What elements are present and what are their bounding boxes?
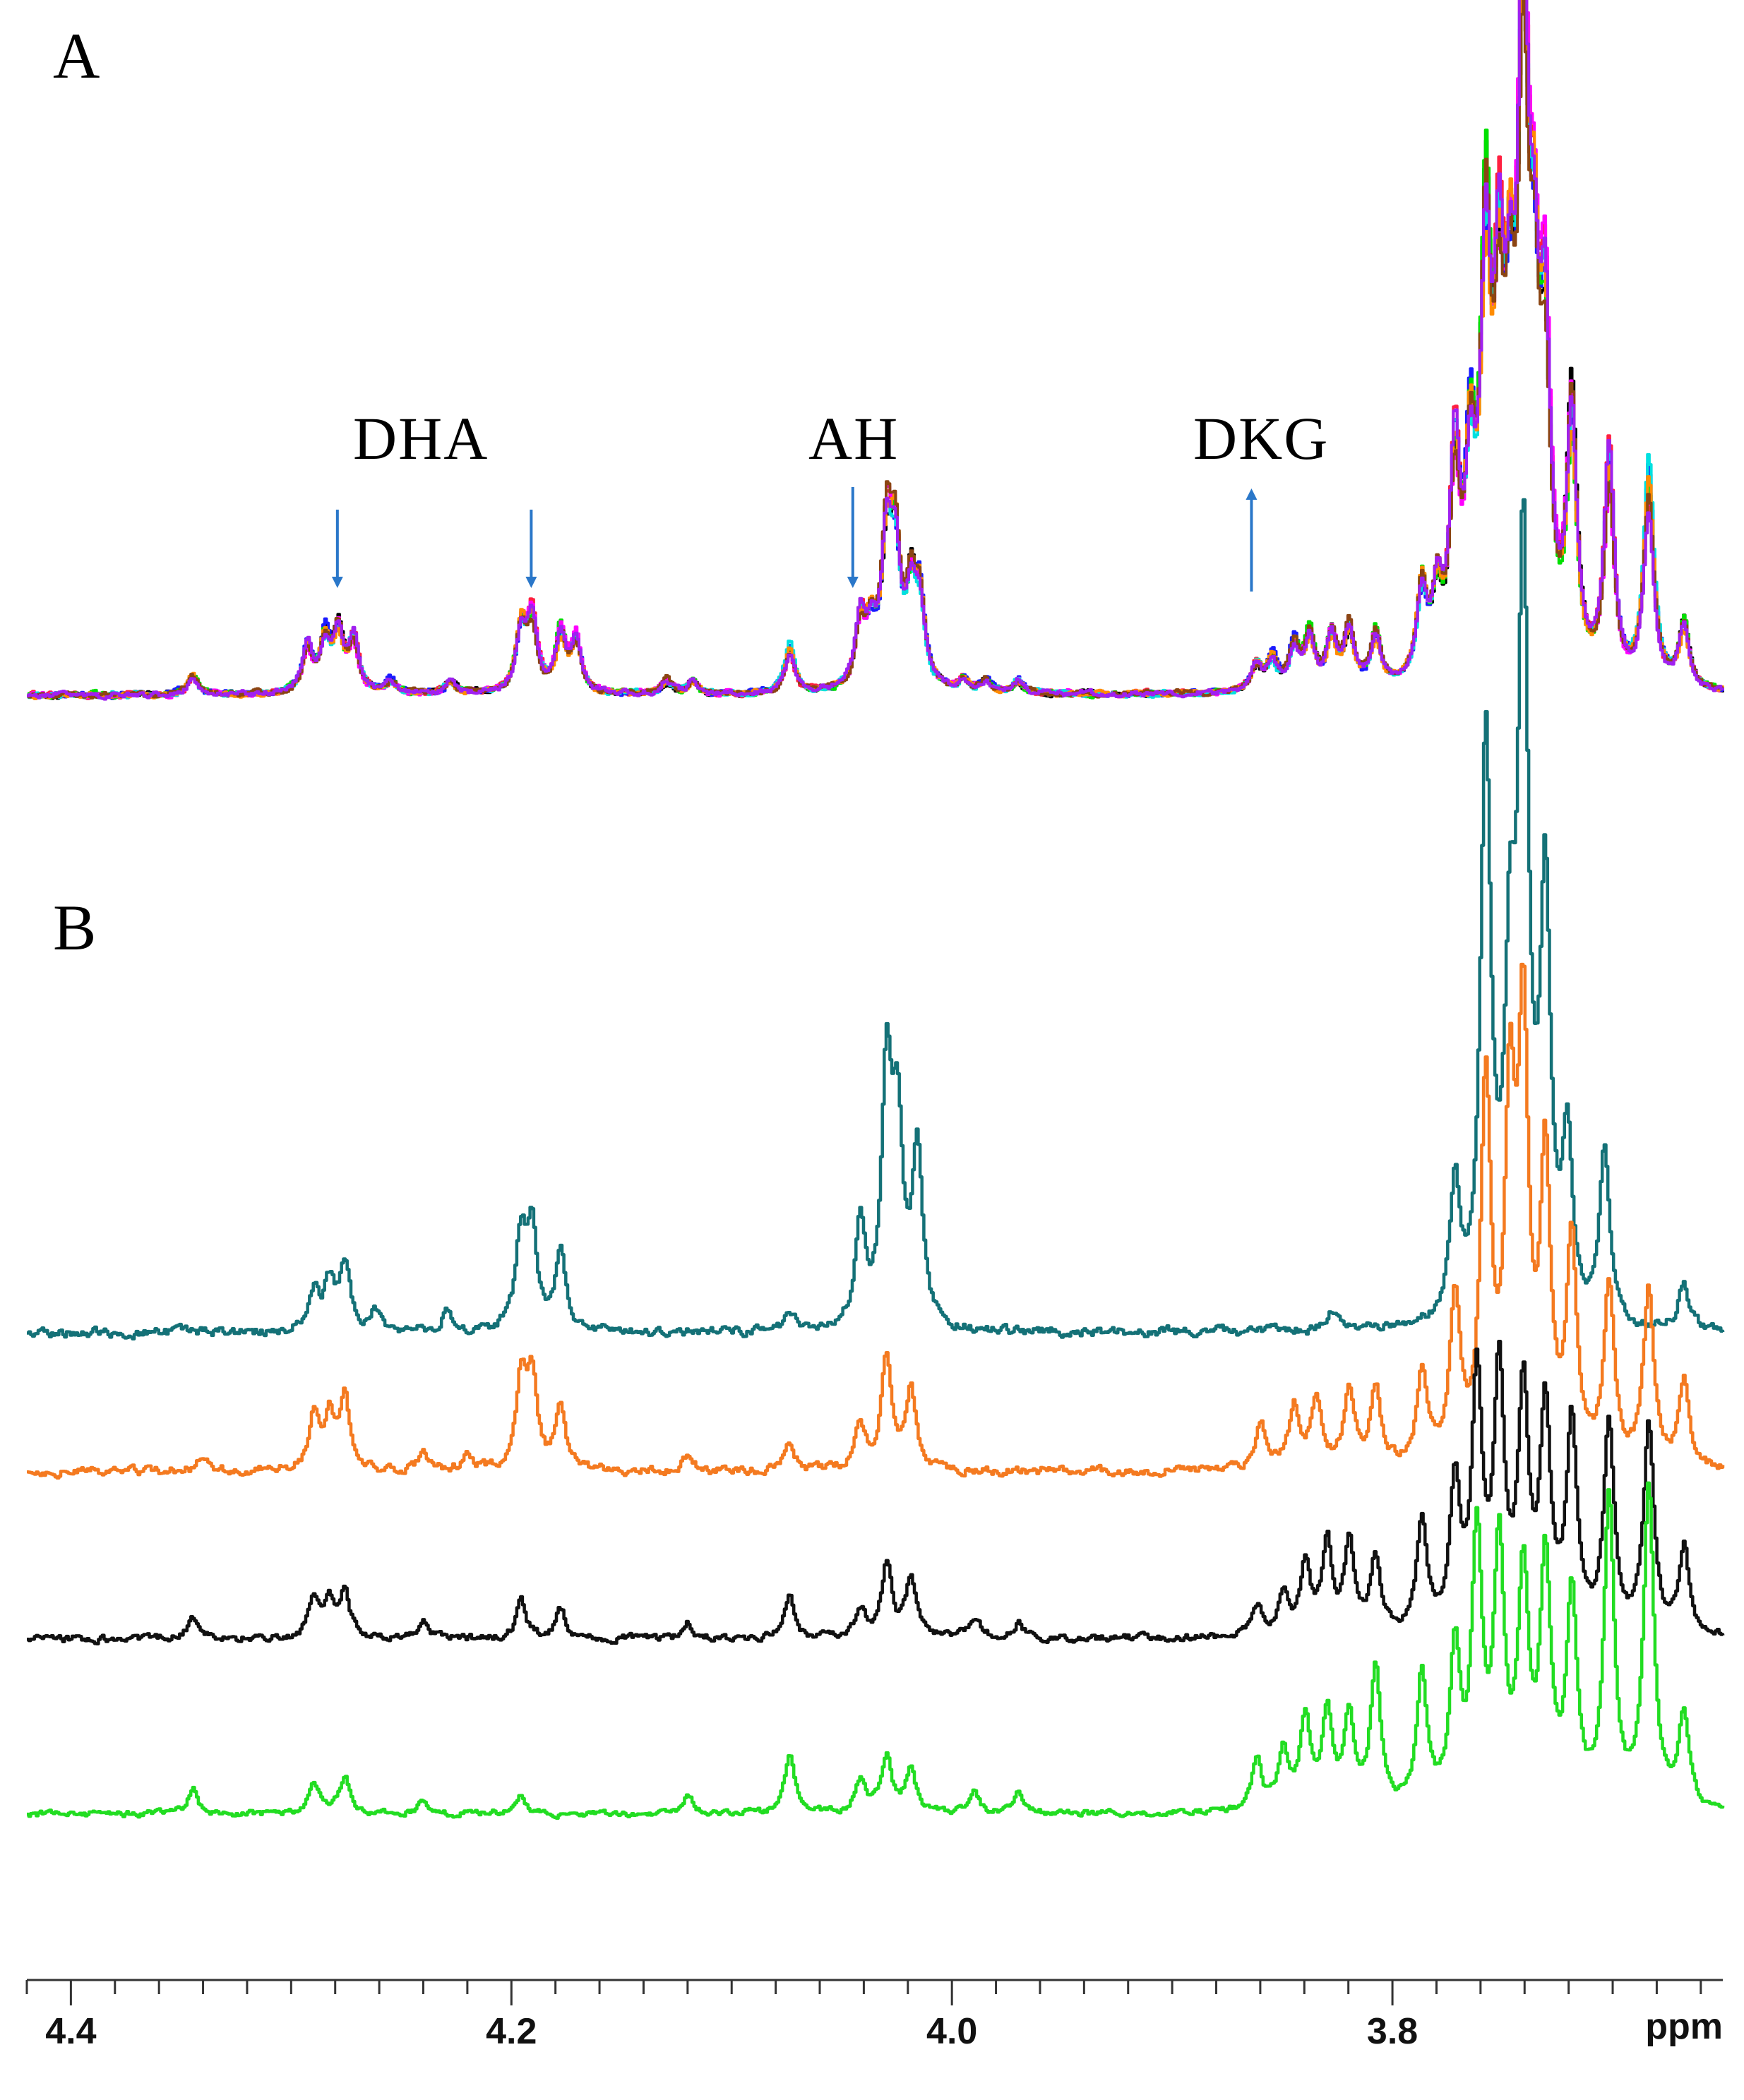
panel-a-spectra [27, 0, 1724, 701]
panel-b-trace-3 [27, 1339, 1725, 1645]
x-axis-unit: ppm [1645, 2006, 1723, 2047]
panel-a-label: A [53, 20, 100, 92]
panel-a-trace-3 [27, 0, 1724, 700]
annotation-dkg-label: DKG [1193, 404, 1329, 472]
panel-b-spectra [27, 498, 1725, 1820]
panel-a-trace-7 [27, 0, 1724, 700]
x-axis: 4.4 4.2 4.0 3.8 [25, 1979, 1723, 2052]
x-tick-label: 4.2 [486, 2011, 537, 2052]
panel-b-trace-2 [27, 962, 1725, 1480]
panel-b-trace-1 [27, 498, 1725, 1341]
panel-a-trace-5 [27, 0, 1724, 700]
panel-a-trace-6 [27, 0, 1723, 700]
x-tick-label: 4.4 [45, 2011, 96, 2052]
panel-b-label: B [53, 892, 96, 964]
panel-a-annotations: DHA AH DKG [331, 404, 1329, 592]
panel-a-trace-2 [27, 0, 1724, 700]
annotation-dha-label: DHA [353, 404, 489, 472]
annotation-ah-label: AH [808, 404, 899, 472]
panel-a-trace-8 [27, 0, 1724, 700]
x-tick-label: 4.0 [926, 2011, 977, 2052]
panel-a-trace-1 [27, 0, 1724, 700]
panel-a-trace-9 [27, 0, 1724, 701]
x-tick-label: 3.8 [1367, 2011, 1418, 2052]
panel-b-trace-4 [27, 1481, 1725, 1820]
panel-a-trace-4 [27, 0, 1724, 700]
